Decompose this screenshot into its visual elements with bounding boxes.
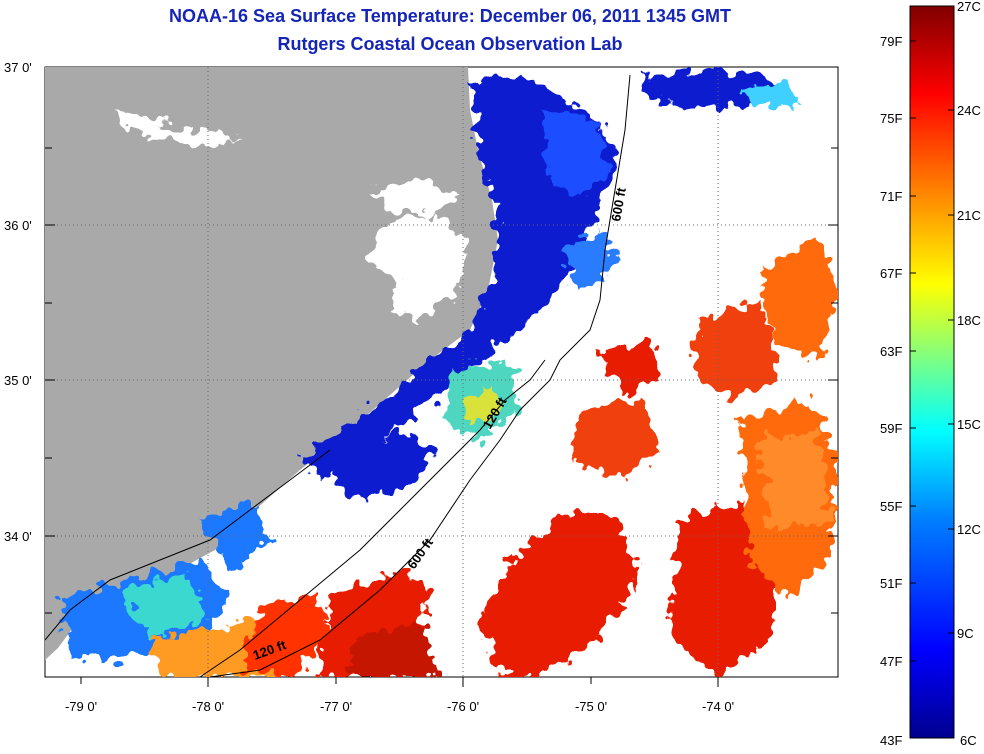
lake-drummond [115,110,240,148]
lon-label-78: -78 0' [192,699,224,714]
cb-f-71: 71F [880,189,902,204]
colorbar-ticks [910,40,954,662]
pamlico-sound [370,210,470,320]
cb-f-55: 55F [880,499,902,514]
lon-label-75: -75 0' [575,699,607,714]
contour-label-600ft-north: 600 ft [608,186,629,223]
lat-label-34: 34 0' [4,529,32,544]
cb-c-24: 24C [957,103,981,118]
lat-label-35: 35 0' [4,373,32,388]
cb-f-51: 51F [880,576,902,591]
cb-f-67: 67F [880,266,902,281]
cb-c-12: 12C [957,522,981,537]
lon-label-79: -79 0' [65,699,97,714]
lon-label-77: -77 0' [320,699,352,714]
graticule [45,67,838,677]
lat-label-37: 37 0' [4,60,32,75]
cb-c-21: 21C [957,208,981,223]
isobath-contours [45,74,631,677]
cb-f-75: 75F [880,111,902,126]
cb-c-9: 9C [957,626,974,641]
cb-f-63: 63F [880,344,902,359]
cb-f-79: 79F [880,34,902,49]
cb-c-15: 15C [957,417,981,432]
cb-f-59: 59F [880,421,902,436]
lat-label-36: 36 0' [4,218,32,233]
sst-gulf-stream [320,240,838,677]
map-title: NOAA-16 Sea Surface Temperature: Decembe… [169,6,731,26]
lon-label-76: -76 0' [447,699,479,714]
sst-southwest-mixed [60,500,330,677]
cb-c-18: 18C [957,313,981,328]
frame-ticks [45,147,838,687]
albemarle-sound [370,180,460,215]
cb-c-27: 27C [957,0,981,14]
map-subtitle: Rutgers Coastal Ocean Observation Lab [277,34,623,54]
land-mass [45,67,498,660]
cb-f-47: 47F [880,654,902,669]
cb-f-43: 43F [880,733,902,748]
cb-c-6: 6C [960,733,977,748]
colorbar [909,5,955,739]
lon-label-74: -74 0' [702,699,734,714]
